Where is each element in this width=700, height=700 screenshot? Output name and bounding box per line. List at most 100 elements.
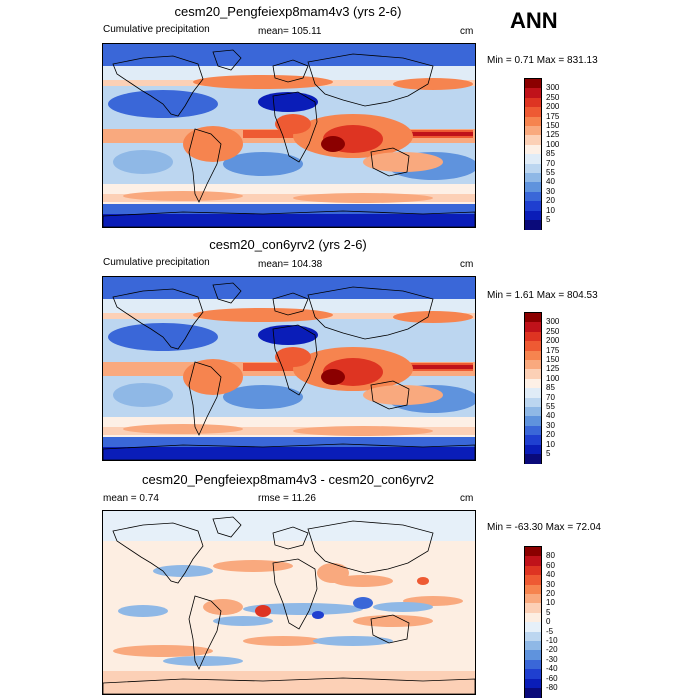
colorbar-label: 5 [546,607,551,617]
coastline [307,53,434,107]
colorbar-label: 30 [546,579,555,589]
colorbar-cell [525,313,541,323]
colorbar-label: 125 [546,364,560,374]
colorbar-label: 250 [546,92,560,102]
coastline [112,522,204,584]
colorbar-cell [525,79,541,89]
field-blob [353,597,373,609]
coastline [212,282,242,304]
coastline [272,59,309,83]
colorbar-cell [525,678,541,689]
colorbar-cell [525,612,541,623]
colorbar-label: 100 [546,139,560,149]
field-blob [333,575,393,587]
coastline [272,558,318,630]
panel-1-colorbar [524,78,542,231]
field-blob [312,611,324,619]
field-blob [393,311,473,323]
field-blob [183,126,243,162]
field-blob [113,150,173,174]
colorbar-label: 200 [546,102,560,112]
colorbar-cell [525,360,541,370]
field-band [103,511,475,541]
colorbar-label: 5 [546,215,551,224]
colorbar-label: 70 [546,158,555,168]
field-blob [258,325,318,345]
colorbar-cell [525,565,541,576]
colorbar-cell [525,594,541,604]
colorbar-cell [525,575,541,586]
panel-3-title: cesm20_Pengfeiexp8mam4v3 - cesm20_con6yr… [142,472,434,487]
colorbar-label: 20 [546,589,555,598]
colorbar-label: 85 [546,149,555,159]
colorbar-label: 80 [546,551,555,561]
colorbar-cell [525,191,541,202]
field-blob [153,565,213,577]
coastline [272,324,318,396]
panel-1-units: cm [460,26,474,37]
coastline [370,614,410,644]
colorbar-label: -5 [546,626,554,636]
colorbar-cell [525,182,541,193]
colorbar-cell [525,669,541,680]
panel-1-left-label: Cumulative precipitation [103,24,210,35]
field-blob [353,615,433,627]
colorbar-cell [525,556,541,567]
field-blob [363,152,443,172]
colorbar-cell [525,88,541,99]
colorbar-cell [525,631,541,642]
panel-3-mean: mean = 0.74 [103,493,159,504]
colorbar-cell [525,659,541,670]
coastline [103,677,475,694]
field-blob [417,577,429,585]
colorbar-cell [525,135,541,146]
field-blob [293,426,433,436]
field-blob [193,308,333,322]
colorbar-label: 175 [546,345,560,355]
colorbar-label: 10 [546,598,555,608]
colorbar-label: -10 [546,636,558,645]
field-blob [373,602,433,612]
colorbar-label: 70 [546,392,555,402]
panel-3-rmse: rmse = 11.26 [258,493,316,504]
colorbar-label: -20 [546,645,558,655]
panel-3-units: cm [460,493,474,504]
field-blob [223,152,303,176]
panel-2-left-label: Cumulative precipitation [103,257,210,268]
colorbar-cell [525,397,541,408]
colorbar-label: 0 [546,617,551,627]
field-blob [313,636,393,646]
field-blob [113,645,213,657]
colorbar-label: -40 [546,664,558,674]
field-band [103,447,475,460]
colorbar-cell [525,173,541,183]
colorbar-cell [525,603,541,614]
colorbar-label: -30 [546,654,558,664]
field-blob [293,193,433,203]
colorbar-label: 30 [546,186,555,196]
colorbar-cell [525,163,541,174]
colorbar-label: 30 [546,420,555,430]
colorbar-label: 175 [546,111,560,121]
field-blob [363,385,443,405]
coastline [212,49,242,71]
coastline [370,147,410,177]
field-blob [123,191,243,201]
colorbar-label: 5 [546,449,551,458]
panel-2-mean: mean= 104.38 [258,259,323,270]
colorbar-cell [525,416,541,427]
field-blob [163,656,243,666]
field-band [103,427,475,435]
coastline [272,526,309,550]
colorbar-label: 40 [546,570,555,580]
colorbar-label: -60 [546,673,558,683]
coastline [103,443,475,460]
field-blob [317,563,349,583]
colorbar-cell [525,547,541,557]
colorbar-cell [525,584,541,595]
colorbar-label: 10 [546,205,555,215]
colorbar-cell [525,444,541,455]
colorbar-cell [525,407,541,417]
field-blob [321,369,345,385]
colorbar-label: 20 [546,196,555,206]
